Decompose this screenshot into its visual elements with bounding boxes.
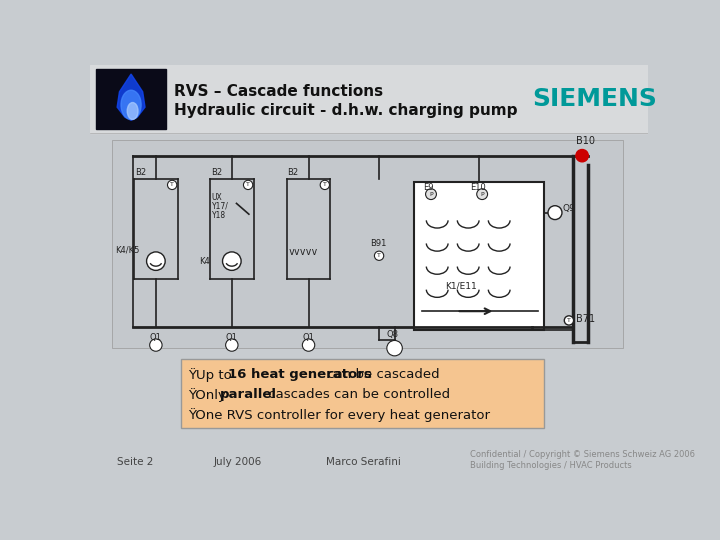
- Circle shape: [548, 206, 562, 220]
- Text: K1/E11: K1/E11: [445, 282, 477, 291]
- Circle shape: [477, 189, 487, 200]
- Text: B91: B91: [371, 239, 387, 248]
- Text: Q9: Q9: [563, 204, 575, 213]
- Text: B10: B10: [576, 137, 595, 146]
- Text: Y17/: Y17/: [212, 202, 228, 211]
- Text: T: T: [246, 183, 250, 187]
- Text: P: P: [480, 192, 484, 197]
- Text: parallel: parallel: [220, 388, 276, 401]
- Text: Seite 2: Seite 2: [117, 457, 153, 467]
- Circle shape: [576, 150, 588, 162]
- Circle shape: [147, 252, 165, 271]
- Text: B2: B2: [135, 168, 146, 177]
- Polygon shape: [117, 74, 145, 120]
- Ellipse shape: [121, 90, 141, 119]
- Circle shape: [243, 180, 253, 190]
- Text: 16 heat generators: 16 heat generators: [228, 368, 372, 381]
- Text: ŸUp to: ŸUp to: [188, 368, 235, 382]
- Text: Q1: Q1: [225, 333, 238, 342]
- Text: B2: B2: [287, 168, 299, 177]
- Text: RVS – Cascade functions: RVS – Cascade functions: [174, 84, 383, 99]
- Text: Marco Serafini: Marco Serafini: [326, 457, 401, 467]
- Circle shape: [150, 339, 162, 351]
- Text: July 2006: July 2006: [214, 457, 262, 467]
- Text: B71: B71: [576, 314, 595, 324]
- Circle shape: [168, 180, 177, 190]
- Circle shape: [387, 340, 402, 356]
- Text: E9: E9: [423, 184, 433, 192]
- Circle shape: [374, 251, 384, 260]
- Text: ŸOnly: ŸOnly: [188, 388, 230, 402]
- Text: cascades can be controlled: cascades can be controlled: [264, 388, 450, 401]
- Text: T: T: [567, 318, 571, 323]
- Text: can be cascaded: can be cascaded: [323, 368, 440, 381]
- Text: K4: K4: [199, 256, 210, 266]
- Bar: [90, 65, 648, 132]
- Bar: [414, 182, 544, 330]
- Text: Building Technologies / HVAC Products: Building Technologies / HVAC Products: [469, 461, 631, 470]
- Text: B2: B2: [211, 168, 222, 177]
- Text: Hydraulic circuit - d.h.w. charging pump: Hydraulic circuit - d.h.w. charging pump: [174, 103, 517, 118]
- Text: Q8: Q8: [387, 330, 399, 340]
- Text: SIEMENS: SIEMENS: [532, 87, 657, 111]
- Bar: [181, 359, 544, 428]
- Ellipse shape: [127, 103, 138, 119]
- Text: vvvvv: vvvvv: [289, 247, 318, 257]
- Text: T: T: [323, 183, 327, 187]
- Text: E10: E10: [469, 184, 485, 192]
- Text: P: P: [429, 192, 433, 197]
- Text: Y18: Y18: [212, 211, 226, 220]
- Text: K4/K5: K4/K5: [116, 245, 140, 254]
- Circle shape: [222, 252, 241, 271]
- Bar: [112, 140, 624, 348]
- Circle shape: [302, 339, 315, 351]
- Circle shape: [426, 189, 436, 200]
- Text: UX: UX: [212, 193, 222, 201]
- Text: ŸOne RVS controller for every heat generator: ŸOne RVS controller for every heat gener…: [188, 408, 490, 422]
- Circle shape: [564, 316, 574, 325]
- Circle shape: [320, 180, 330, 190]
- Text: Q1: Q1: [150, 333, 161, 342]
- Text: T: T: [170, 183, 174, 187]
- Text: Confidential / Copyright © Siemens Schweiz AG 2006: Confidential / Copyright © Siemens Schwe…: [469, 450, 695, 459]
- Circle shape: [225, 339, 238, 351]
- Bar: [96, 69, 166, 129]
- Text: T: T: [377, 253, 381, 258]
- Text: Q1: Q1: [302, 333, 314, 342]
